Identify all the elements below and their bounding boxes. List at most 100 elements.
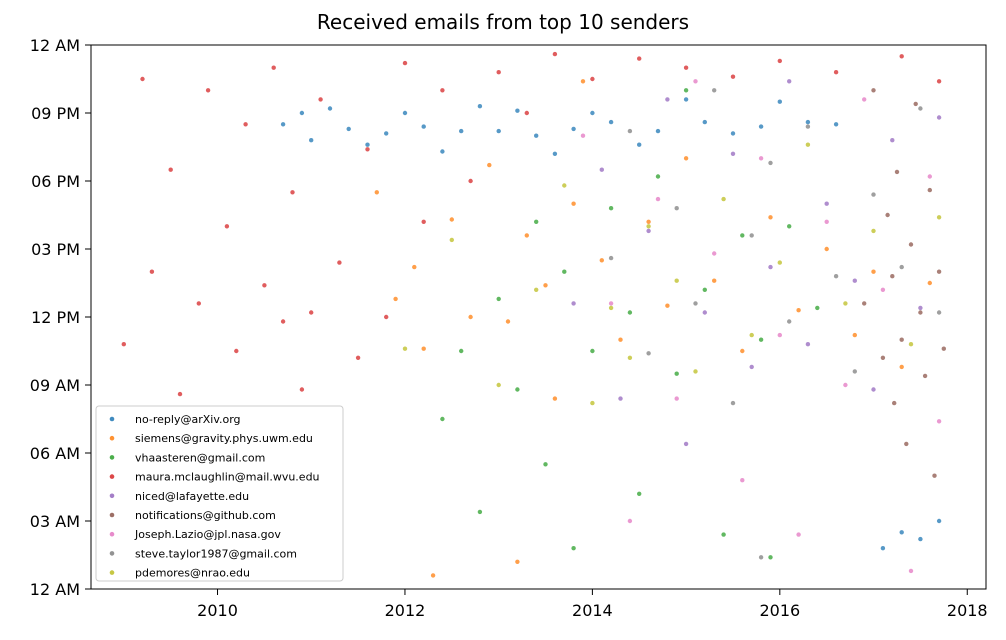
legend-marker	[109, 493, 115, 499]
scatter-point	[702, 119, 707, 125]
scatter-point	[768, 555, 773, 560]
scatter-point	[674, 371, 679, 376]
scatter-point	[580, 79, 586, 84]
scatter-point	[534, 219, 539, 224]
scatter-point	[280, 122, 286, 127]
scatter-point	[918, 536, 923, 542]
scatter-point	[468, 178, 473, 184]
y-tick-label: 12 AM	[30, 580, 80, 599]
scatter-point	[787, 319, 792, 324]
scatter-point	[590, 400, 595, 406]
scatter-point	[862, 301, 867, 306]
y-tick-label: 06 AM	[30, 444, 80, 463]
scatter-point	[683, 88, 689, 93]
scatter-point	[927, 187, 932, 193]
scatter-point	[318, 97, 323, 102]
scatter-point	[534, 287, 539, 292]
scatter-point	[880, 287, 886, 292]
scatter-point	[768, 160, 773, 166]
scatter-point	[768, 264, 773, 270]
legend-marker	[109, 531, 115, 537]
scatter-point	[271, 65, 276, 70]
scatter-point	[346, 126, 351, 132]
legend-label: pdemores@nrao.edu	[135, 567, 250, 580]
scatter-point	[740, 478, 745, 483]
scatter-point	[496, 128, 501, 134]
scatter-point	[899, 337, 904, 342]
scatter-point	[477, 104, 483, 109]
scatter-point	[843, 301, 848, 306]
scatter-point	[674, 278, 679, 283]
legend-label: Joseph.Lazio@jpl.nasa.gov	[134, 528, 281, 541]
scatter-point	[852, 332, 857, 338]
scatter-point	[730, 400, 736, 406]
x-tick-label: 2010	[197, 601, 238, 620]
scatter-point	[459, 348, 464, 354]
scatter-point	[562, 183, 567, 188]
scatter-point	[913, 101, 918, 107]
scatter-point	[440, 416, 445, 422]
scatter-point	[655, 128, 661, 134]
scatter-point	[421, 124, 426, 129]
scatter-point	[590, 76, 595, 82]
scatter-point	[683, 97, 689, 102]
scatter-point	[608, 206, 614, 211]
scatter-point	[524, 110, 529, 116]
scatter-point	[833, 274, 839, 279]
y-tick-label: 09 PM	[31, 104, 80, 123]
scatter-point	[918, 106, 923, 111]
legend-marker	[109, 512, 115, 518]
scatter-point	[899, 54, 904, 59]
scatter-point	[796, 308, 801, 313]
legend-marker	[109, 455, 115, 460]
scatter-point	[496, 382, 501, 388]
scatter-point	[674, 396, 679, 401]
scatter-point	[880, 355, 886, 360]
scatter-point	[890, 274, 895, 279]
scatter-point	[665, 303, 670, 308]
scatter-point	[402, 110, 408, 116]
scatter-point	[894, 169, 900, 175]
scatter-point	[899, 364, 904, 370]
scatter-point	[590, 348, 595, 354]
scatter-point	[730, 151, 736, 156]
scatter-point	[365, 142, 370, 147]
scatter-point	[571, 546, 576, 551]
scatter-point	[768, 215, 773, 220]
scatter-point	[885, 212, 890, 218]
scatter-point	[758, 156, 764, 161]
scatter-point	[121, 342, 127, 347]
scatter-point	[243, 122, 248, 127]
scatter-point	[599, 258, 604, 263]
scatter-point	[505, 319, 511, 324]
legend-marker	[109, 435, 115, 441]
scatter-point	[393, 296, 398, 302]
scatter-point	[552, 151, 558, 156]
scatter-point	[908, 342, 914, 347]
scatter-point	[833, 122, 839, 127]
scatter-point	[618, 337, 623, 342]
scatter-point	[496, 70, 501, 75]
scatter-point	[936, 215, 942, 220]
scatter-point	[655, 196, 661, 202]
scatter-point	[936, 79, 942, 84]
scatter-point	[871, 192, 876, 197]
scatter-point	[904, 441, 909, 447]
scatter-point	[815, 305, 820, 311]
scatter-point	[637, 56, 642, 61]
x-tick-label: 2016	[759, 601, 800, 620]
scatter-point	[932, 473, 937, 478]
scatter-point	[580, 133, 586, 138]
scatter-point	[177, 391, 183, 397]
scatter-point	[337, 260, 342, 265]
scatter-point	[646, 219, 651, 224]
scatter-point	[758, 124, 764, 129]
scatter-point	[740, 348, 745, 354]
legend-label: steve.taylor1987@gmail.com	[135, 547, 297, 560]
legend-label: no-reply@arXiv.org	[135, 413, 241, 426]
scatter-point	[487, 162, 492, 168]
scatter-point	[149, 269, 155, 274]
scatter-point	[721, 196, 726, 202]
